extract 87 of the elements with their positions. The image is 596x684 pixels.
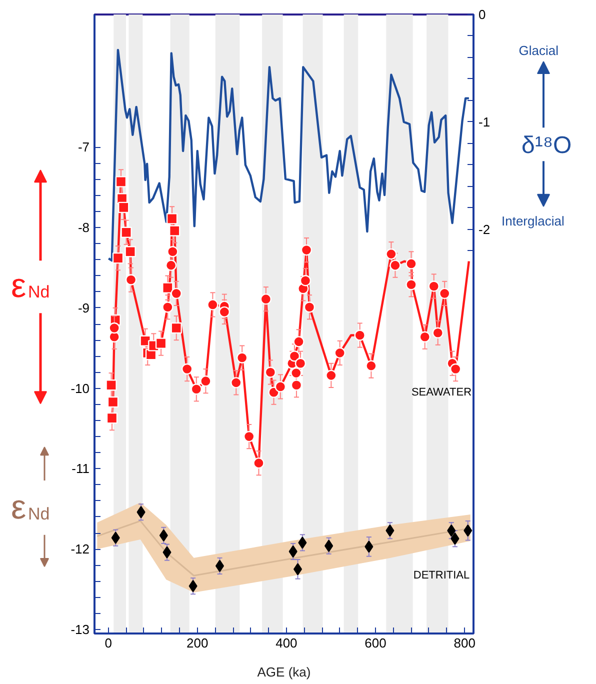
point [200,375,212,387]
point [334,347,346,359]
y2-tick-label: -2 [478,222,490,237]
point [290,380,302,391]
point [162,302,174,313]
point [207,299,218,310]
point [118,202,130,214]
point [111,532,120,544]
y-tick-label: -10 [70,380,90,396]
point [112,252,124,264]
point [167,246,178,258]
point [406,258,417,270]
point [181,363,193,375]
point [293,563,302,576]
point [115,176,127,188]
y2-tick-label: 0 [478,7,486,22]
y-axis-title: εNd [11,266,50,305]
point [107,396,119,408]
point [428,280,440,292]
point [290,367,302,379]
point [106,412,118,424]
point [432,327,444,338]
point [300,275,312,286]
point [264,366,276,378]
point [419,331,430,342]
text: Interglacial [502,213,564,228]
y-tick-label: -11 [72,461,90,476]
point [230,377,242,388]
x-tick-label: 600 [364,636,386,650]
y-tick-label: -13 [70,622,90,637]
point [190,384,202,395]
y-tick-label: -12 [70,542,90,557]
point [120,226,132,238]
point [125,274,137,286]
text: Glacial [518,43,559,58]
x-tick-label: 400 [276,636,298,650]
point [106,379,117,391]
point [366,360,377,372]
point [390,260,401,271]
y-tick-label: -7 [78,140,90,155]
point [464,524,472,537]
point [386,524,394,537]
point [324,540,334,552]
point [162,282,174,294]
y-tick-label: -9 [78,300,90,316]
x-tick-label: 0 [104,636,112,650]
point [253,457,264,469]
point [406,279,417,290]
point [166,213,178,224]
point [136,506,146,518]
point [170,322,182,334]
point [447,524,456,537]
point [162,546,172,558]
y2-tick-label: -1 [478,114,490,130]
point [108,331,120,342]
x-tick-label: 200 [186,636,208,650]
x-axis-title: AGE (ka) [257,664,311,680]
annotation: DETRITIAL [413,570,470,582]
point [170,288,182,300]
point [293,336,304,348]
point [288,350,300,362]
point [274,381,286,392]
annotation: SEAWATER [411,386,472,398]
point [169,225,180,236]
x-tick-label: 800 [454,636,476,650]
point [155,338,167,349]
point [354,330,366,341]
point [260,293,272,305]
point [438,288,450,300]
point [243,430,255,442]
y-tick-label: -8 [78,220,90,236]
text: εNd [11,488,50,527]
point [298,536,307,549]
point [124,246,136,258]
point [450,363,462,375]
point [218,306,230,318]
point [450,532,460,545]
point [326,370,337,382]
point [364,540,374,553]
point [294,358,306,369]
point [300,244,312,256]
point [236,352,248,364]
point [386,248,397,260]
point [165,260,177,271]
point [304,302,316,313]
point [108,322,120,334]
y2-axis-title: δ¹⁸O [522,132,572,160]
